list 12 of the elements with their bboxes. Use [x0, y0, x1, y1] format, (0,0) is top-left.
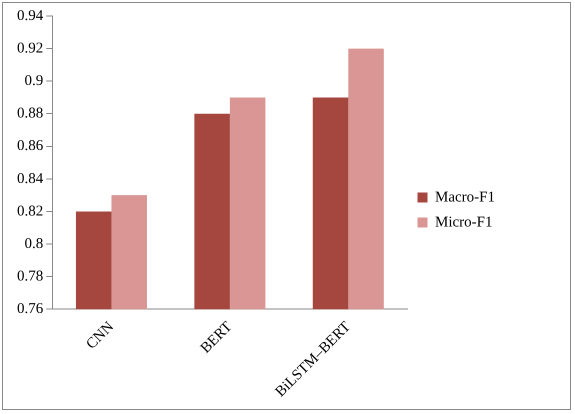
- y-tick-label: 0.76: [17, 301, 44, 318]
- y-tick-label: 0.86: [17, 138, 44, 154]
- y-tick-label: 0.8: [24, 236, 44, 252]
- y-tick-label: 0.78: [17, 268, 44, 285]
- legend-label: Micro-F1: [435, 214, 493, 230]
- y-tick-label: 0.94: [17, 8, 44, 24]
- y-tick-label: 0.92: [17, 40, 44, 57]
- y-tick-label: 0.82: [17, 203, 44, 220]
- y-tick-label: 0.88: [17, 106, 44, 122]
- legend-label: Macro-F1: [435, 189, 496, 206]
- y-tick-label: 0.9: [24, 73, 44, 90]
- y-tick-label: 0.84: [17, 170, 44, 187]
